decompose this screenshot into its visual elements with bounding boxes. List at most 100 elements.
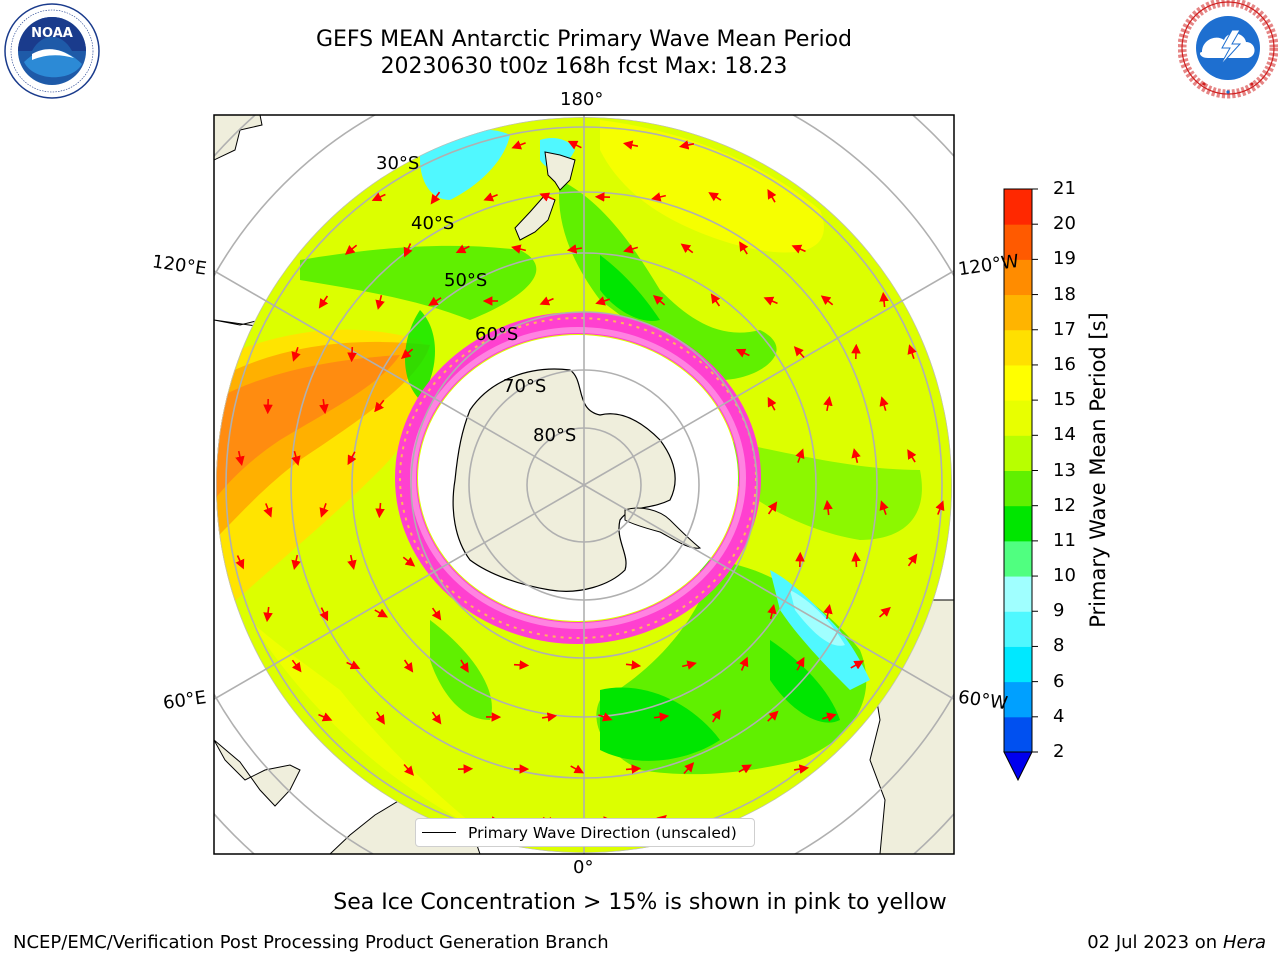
wave-arrow (403, 243, 413, 258)
wave-arrow (767, 501, 778, 515)
colorbar-segment (1004, 364, 1032, 401)
wave-arrow (823, 499, 833, 516)
wave-arrow (566, 244, 583, 254)
antarctic-peninsula (624, 507, 702, 549)
footer-date: 02 Jul 2023 on Hera (1087, 932, 1266, 953)
wave-arrow (678, 140, 695, 150)
chart-title: GEFS MEAN Antarctic Primary Wave Mean Pe… (315, 27, 853, 52)
chart-subtitle: 20230630 t00z 168h fcst Max: 18.23 (380, 54, 788, 79)
antarctica-land (452, 368, 676, 592)
wave-arrow (851, 551, 861, 568)
wave-arrow (347, 346, 357, 363)
wave-arrow (708, 192, 722, 202)
wave-arrow (851, 448, 861, 463)
colorbar-segment (1004, 259, 1032, 296)
lat-label-60s: 60°S (475, 324, 519, 345)
legend-label: Primary Wave Direction (unscaled) (468, 823, 737, 842)
colorbar-segment (1004, 681, 1032, 718)
wave-direction-arrows (235, 140, 945, 827)
wave-arrow (767, 710, 779, 722)
wave-arrow (371, 192, 386, 202)
wave-arrow (291, 659, 302, 673)
wave-arrow (431, 607, 442, 621)
wave-arrow (347, 451, 357, 466)
wave-arrow (653, 712, 670, 722)
wave-arrow (622, 140, 639, 150)
wave-arrow (263, 606, 273, 623)
wave-arrow (263, 503, 273, 518)
wave-arrow (907, 553, 918, 567)
wave-arrow (683, 762, 695, 775)
wave-arrow (567, 140, 582, 150)
wave-arrow (791, 244, 806, 254)
colorbar-tick-label: 17 (1053, 318, 1076, 340)
wave-arrow (822, 712, 837, 722)
colorbar-segment (1004, 189, 1032, 225)
wave-arrow (455, 244, 470, 254)
colorbar-title: Primary Wave Mean Period [s] (1086, 312, 1110, 628)
colorbar-tick-label: 16 (1053, 353, 1076, 375)
wave-arrow (850, 660, 864, 670)
colorbar-segment (1004, 294, 1032, 331)
wave-arrow (403, 659, 414, 673)
wave-arrow (291, 554, 301, 571)
lat-label-40s: 40°S (411, 213, 455, 234)
noaa-logo: NOAA (4, 3, 100, 99)
colorbar-segment (1004, 540, 1032, 577)
wave-arrow (879, 500, 889, 515)
wave-arrow (739, 241, 749, 255)
colorbar-tick-label: 2 (1053, 741, 1065, 762)
colorbar-segment (1004, 576, 1032, 612)
wave-arrow (820, 295, 834, 306)
wave-arrow (430, 191, 441, 205)
wave-arrow (682, 660, 697, 670)
wave-arrow (767, 603, 777, 620)
colorbar-segment (1004, 435, 1032, 471)
wave-arrow (374, 608, 388, 618)
colorbar-tick-label: 15 (1053, 389, 1076, 411)
wave-arrow (735, 348, 750, 358)
wave-arrow (767, 396, 777, 411)
wave-arrow (823, 603, 833, 620)
legend-line-swatch (422, 832, 456, 833)
wave-arrow (344, 244, 358, 255)
wave-arrow (235, 555, 245, 570)
wave-arrow (680, 243, 694, 254)
colorbar-tick-label: 6 (1053, 670, 1065, 692)
africa-land (214, 739, 301, 807)
wave-arrow (319, 503, 329, 518)
wave-arrow (318, 712, 333, 722)
wave-arrow (623, 244, 639, 254)
lat-label-80s: 80°S (533, 425, 577, 446)
sea-ice-caption: Sea Ice Concentration > 15% is shown in … (333, 890, 947, 915)
wave-arrow (763, 296, 778, 306)
colorbar-extend-arrow (1003, 751, 1033, 782)
wave-arrow (795, 656, 805, 671)
colorbar-segment (1004, 400, 1032, 436)
wave-arrow (319, 607, 329, 622)
wave-arrow (738, 764, 752, 774)
wave-arrow (570, 764, 585, 774)
wave-arrow (795, 448, 805, 463)
lon-label-0: 0° (573, 857, 594, 878)
map-legend: Primary Wave Direction (unscaled) (415, 818, 755, 847)
wave-arrow (291, 347, 301, 362)
wave-arrow (347, 554, 357, 571)
wave-arrow (511, 244, 526, 254)
wave-arrow (346, 660, 361, 670)
wave-arrow (318, 295, 329, 309)
wave-arrow (511, 140, 526, 150)
wave-arrow (459, 659, 469, 673)
colorbar-tick-label: 14 (1053, 424, 1076, 446)
wave-arrow (793, 346, 805, 359)
wave-arrow (625, 764, 642, 774)
wave-arrow (598, 712, 613, 722)
wave-arrow (431, 711, 442, 725)
colorbar-tick-label: 10 (1053, 565, 1076, 587)
wave-arrow (711, 709, 722, 723)
colorbar-tick-label: 8 (1053, 635, 1065, 657)
colorbar-segment (1004, 646, 1032, 683)
noaa-logo-text: NOAA (31, 26, 73, 41)
wave-arrow (539, 296, 554, 306)
